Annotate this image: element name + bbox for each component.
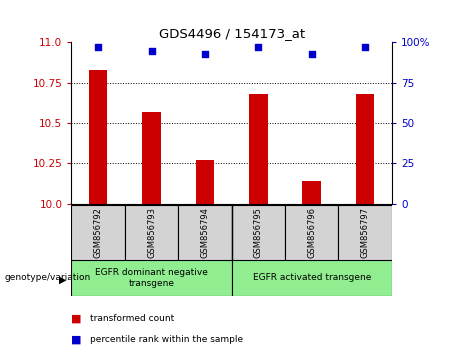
- Bar: [71, 260, 231, 296]
- Point: [95, 45, 102, 50]
- Bar: [302, 181, 321, 204]
- Text: GSM856792: GSM856792: [94, 207, 103, 258]
- Text: EGFR activated transgene: EGFR activated transgene: [253, 273, 371, 282]
- Bar: [125, 205, 178, 260]
- Text: GSM856793: GSM856793: [147, 207, 156, 258]
- Bar: [195, 160, 214, 204]
- Text: ▶: ▶: [59, 275, 66, 285]
- Text: GSM856796: GSM856796: [307, 207, 316, 258]
- Text: ■: ■: [71, 314, 82, 324]
- Point: [361, 45, 369, 50]
- Text: genotype/variation: genotype/variation: [5, 273, 91, 282]
- Bar: [71, 205, 125, 260]
- Bar: [178, 205, 231, 260]
- Bar: [142, 112, 161, 204]
- Bar: [338, 205, 392, 260]
- Text: GSM856797: GSM856797: [361, 207, 370, 258]
- Bar: [231, 205, 285, 260]
- Text: transformed count: transformed count: [90, 314, 174, 323]
- Text: GSM856794: GSM856794: [201, 207, 209, 258]
- Text: EGFR dominant negative
transgene: EGFR dominant negative transgene: [95, 268, 208, 287]
- Title: GDS4496 / 154173_at: GDS4496 / 154173_at: [159, 27, 305, 40]
- Text: percentile rank within the sample: percentile rank within the sample: [90, 335, 243, 344]
- Point: [308, 51, 315, 57]
- Text: GSM856795: GSM856795: [254, 207, 263, 258]
- Bar: [231, 260, 392, 296]
- Point: [254, 45, 262, 50]
- Bar: [249, 94, 268, 204]
- Point: [148, 48, 155, 53]
- Bar: [285, 205, 338, 260]
- Text: ■: ■: [71, 335, 82, 345]
- Bar: [356, 94, 374, 204]
- Bar: [89, 70, 107, 204]
- Point: [201, 51, 209, 57]
